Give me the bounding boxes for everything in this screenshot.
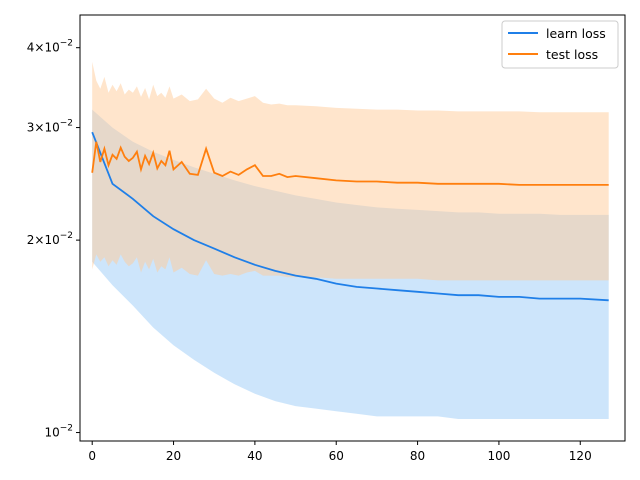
line-learn — [91, 131, 609, 302]
series-lines — [91, 131, 609, 302]
y-tick-label: 3×10−2 — [27, 119, 73, 135]
legend: learn loss test loss — [501, 20, 619, 69]
x-axis-ticks: 0 20 40 60 80 100 120 — [88, 441, 592, 463]
line-test — [91, 141, 609, 186]
x-tick-label: 40 — [247, 449, 262, 463]
legend-label-test: test loss — [546, 47, 598, 62]
y-tick-label: 2×10−2 — [27, 231, 73, 247]
x-tick-label: 100 — [487, 449, 510, 463]
y-axis-ticks: 10−2 2×10−2 3×10−2 4×10−2 — [27, 39, 80, 440]
uncertainty-bands — [92, 61, 609, 419]
y-tick-label: 4×10−2 — [27, 39, 73, 55]
x-tick-label: 80 — [410, 449, 425, 463]
x-tick-label: 0 — [88, 449, 96, 463]
plot-frame — [79, 14, 626, 442]
x-tick-label: 60 — [329, 449, 344, 463]
band-test — [92, 61, 609, 281]
legend-label-learn: learn loss — [546, 26, 606, 41]
y-tick-label: 10−2 — [44, 424, 73, 440]
x-tick-label: 120 — [569, 449, 592, 463]
x-tick-label: 20 — [166, 449, 181, 463]
